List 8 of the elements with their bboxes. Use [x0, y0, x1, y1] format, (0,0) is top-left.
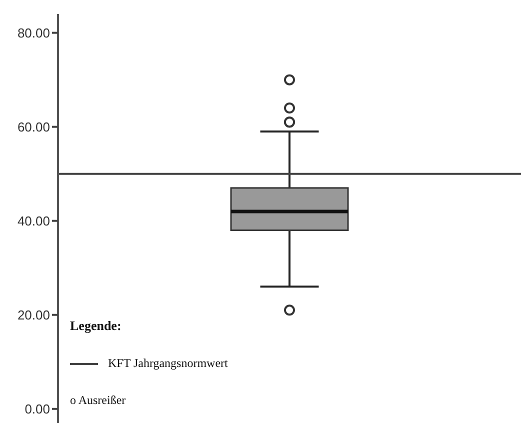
y-tick-label: 40.00	[17, 213, 50, 228]
legend-label: KFT Jahrgangsnormwert	[108, 356, 228, 371]
annotation: o Ausreißer	[70, 393, 127, 408]
y-tick-label: 0.00	[24, 402, 50, 417]
annotation: Legende:	[70, 318, 122, 334]
y-tick-label: 20.00	[17, 307, 50, 322]
y-tick-label: 80.00	[17, 25, 50, 40]
y-tick-label: 60.00	[17, 119, 50, 134]
